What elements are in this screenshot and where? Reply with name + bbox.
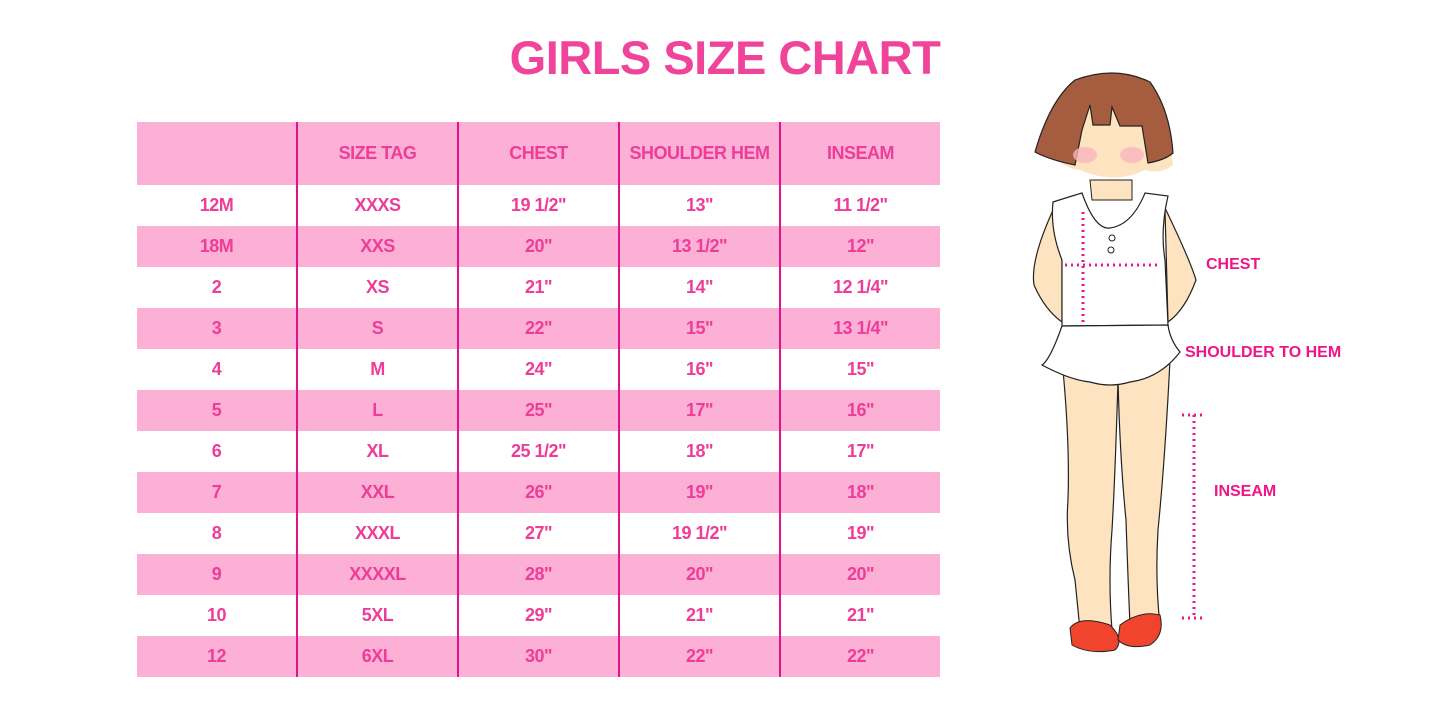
table-cell: 18" [779, 472, 940, 513]
table-cell: 19 1/2" [457, 185, 619, 226]
table-row: 5 L 25" 17" 16" [137, 390, 940, 431]
table-cell: XS [296, 267, 458, 308]
table-row: 12M XXXS 19 1/2" 13" 11 1/2" [137, 185, 940, 226]
column-header: SIZE TAG [296, 122, 458, 185]
table-row: 18M XXS 20" 13 1/2" 12" [137, 226, 940, 267]
table-cell: 19 1/2" [618, 513, 780, 554]
table-row: 8 XXXL 27" 19 1/2" 19" [137, 513, 940, 554]
table-cell: 6XL [296, 636, 458, 677]
table-cell: XXS [296, 226, 458, 267]
table-cell: 3 [211, 318, 222, 338]
table-cell: 22" [457, 308, 619, 349]
table-cell: 5XL [296, 595, 458, 636]
table-cell: 6 [211, 441, 222, 461]
table-cell: 20" [779, 554, 940, 595]
column-header [137, 122, 297, 185]
girl-figure-icon [1032, 72, 1202, 653]
shoulder-to-hem-label: SHOULDER TO HEM [1185, 344, 1342, 361]
table-cell: 11 1/2" [779, 185, 940, 226]
table-cell: 12" [779, 226, 940, 267]
table-cell: 24" [457, 349, 619, 390]
table-cell: 9 [211, 564, 222, 584]
table-cell: 26" [457, 472, 619, 513]
table-cell: 15" [779, 349, 940, 390]
table-cell: 2 [211, 277, 222, 297]
table-cell: 29" [457, 595, 619, 636]
table-cell: 19" [618, 472, 780, 513]
table-cell: 15" [618, 308, 780, 349]
table-cell: XXXL [296, 513, 458, 554]
table-cell: 13 1/4" [779, 308, 940, 349]
table-row: 9 XXXXL 28" 20" 20" [137, 554, 940, 595]
table-cell: 21" [457, 267, 619, 308]
size-table: SIZE TAG CHEST SHOULDER HEM INSEAM 12M XXXS 1… [137, 122, 940, 677]
table-cell: 21" [618, 595, 780, 636]
table-row: 2 XS 21" 14" 12 1/4" [137, 267, 940, 308]
table-row: 3 S 22" 15" 13 1/4" [137, 308, 940, 349]
table-cell: 17" [618, 390, 780, 431]
table-cell: 14" [618, 267, 780, 308]
table-cell: 20" [618, 554, 780, 595]
table-row: 12 6XL 30" 22" 22" [137, 636, 940, 677]
page-title: GIRLS SIZE CHART [509, 31, 941, 84]
chest-label: CHEST [1206, 256, 1261, 273]
table-cell: 21" [779, 595, 940, 636]
table-cell: 28" [457, 554, 619, 595]
table-cell: 17" [779, 431, 940, 472]
table-cell: 27" [457, 513, 619, 554]
column-header: SHOULDER HEM [618, 122, 780, 185]
inseam-label: INSEAM [1214, 483, 1277, 500]
table-cell: 5 [211, 400, 222, 420]
table-cell: 12 [206, 646, 227, 666]
table-cell: 13" [618, 185, 780, 226]
table-cell: XL [296, 431, 458, 472]
table-cell: 16" [618, 349, 780, 390]
table-row: 10 5XL 29" 21" 21" [137, 595, 940, 636]
table-cell: XXL [296, 472, 458, 513]
table-cell: 12M [199, 195, 234, 215]
table-cell: 18" [618, 431, 780, 472]
table-cell: 22" [618, 636, 780, 677]
table-row: 6 XL 25 1/2" 18" 17" [137, 431, 940, 472]
table-cell: M [296, 349, 458, 390]
column-header: CHEST [457, 122, 619, 185]
table-cell: 10 [206, 605, 227, 625]
column-header: INSEAM [779, 122, 940, 185]
table-cell: XXXXL [296, 554, 458, 595]
table-cell: 12 1/4" [779, 267, 940, 308]
table-header-row: SIZE TAG CHEST SHOULDER HEM INSEAM [137, 122, 940, 185]
table-cell: 19" [779, 513, 940, 554]
table-cell: 20" [457, 226, 619, 267]
table-row: 7 XXL 26" 19" 18" [137, 472, 940, 513]
table-cell: 25 1/2" [457, 431, 619, 472]
table-cell: 18M [199, 236, 234, 256]
table-cell: 13 1/2" [618, 226, 780, 267]
table-cell: 4 [211, 359, 222, 379]
table-cell: S [296, 308, 458, 349]
girl-measurement-illustration: CHEST SHOULDER TO HEM INSEAM [1020, 60, 1380, 665]
table-cell: XXXS [296, 185, 458, 226]
table-cell: 8 [211, 523, 222, 543]
table-cell: L [296, 390, 458, 431]
table-cell: 22" [779, 636, 940, 677]
table-cell: 7 [211, 482, 222, 502]
table-cell: 30" [457, 636, 619, 677]
table-row: 4 M 24" 16" 15" [137, 349, 940, 390]
table-cell: 25" [457, 390, 619, 431]
table-cell: 16" [779, 390, 940, 431]
